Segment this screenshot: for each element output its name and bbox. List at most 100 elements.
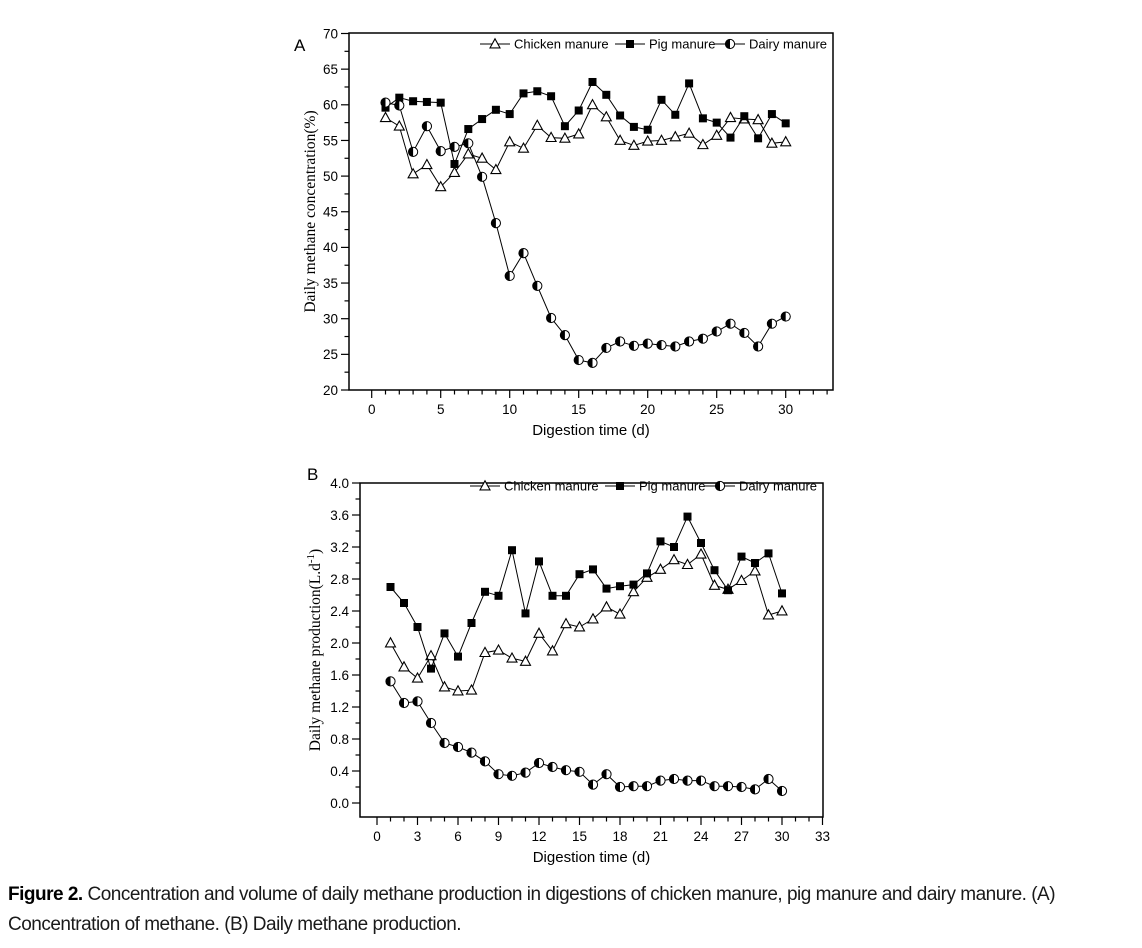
legend-item: Chicken manure bbox=[480, 37, 609, 52]
x-axis-title: Digestion time (d) bbox=[532, 422, 650, 439]
half-circle-fill bbox=[588, 780, 593, 790]
figure-caption: Figure 2. Concentration and volume of da… bbox=[8, 880, 1134, 940]
square-marker bbox=[588, 77, 597, 86]
triangle-marker bbox=[398, 660, 410, 672]
y-tick-label: 0.0 bbox=[330, 796, 349, 811]
square-marker bbox=[589, 565, 597, 574]
half-circle-fill bbox=[491, 218, 496, 228]
triangle-marker bbox=[531, 119, 544, 130]
triangle-marker bbox=[462, 147, 475, 159]
y-tick-label: 1.6 bbox=[330, 668, 349, 683]
square-marker bbox=[778, 589, 786, 598]
triangle-marker bbox=[735, 574, 748, 586]
square-marker bbox=[494, 591, 503, 600]
half-circle-fill bbox=[507, 771, 512, 781]
half-circle-fill bbox=[546, 313, 552, 323]
y-tick-label: 2.0 bbox=[330, 636, 349, 651]
triangle-marker bbox=[479, 479, 491, 491]
series-chicken-manure bbox=[379, 98, 792, 192]
x-tick-label: 12 bbox=[531, 829, 546, 844]
triangle-marker bbox=[379, 111, 392, 123]
triangle-marker bbox=[627, 139, 640, 150]
triangle-marker bbox=[614, 607, 626, 619]
panel-label: A bbox=[294, 36, 306, 55]
half-circle-fill bbox=[723, 781, 728, 791]
half-circle-fill bbox=[439, 738, 445, 748]
chart-a-methane-concentration: 0 5 10 15 20 25 30 20 25 30 35 40 45 50 55 60 65 70 Digest… bbox=[294, 26, 834, 439]
half-circle-fill bbox=[643, 339, 648, 349]
half-circle-fill bbox=[669, 774, 674, 784]
y-tick-label: 4.0 bbox=[330, 476, 349, 491]
square-marker bbox=[626, 40, 634, 48]
series-line bbox=[390, 681, 783, 792]
half-circle-fill bbox=[736, 782, 742, 792]
x-tick-label: 30 bbox=[774, 829, 789, 844]
half-circle-fill bbox=[781, 311, 786, 322]
triangle-marker bbox=[506, 651, 518, 663]
chart-b-methane-production: 0 3 6 9 12 15 18 21 24 27 30 33 0.0 0.4 0.8 1.2 1.6 2.0 2.… bbox=[305, 465, 830, 866]
legend-item: Chicken manure bbox=[470, 479, 599, 494]
triangle-marker bbox=[489, 163, 502, 175]
series-line bbox=[385, 103, 786, 188]
y-tick-label: 2.4 bbox=[330, 604, 349, 619]
square-marker bbox=[754, 134, 763, 143]
triangle-marker bbox=[572, 127, 585, 139]
square-marker bbox=[427, 664, 435, 673]
half-circle-fill bbox=[518, 248, 524, 258]
x-tick-label: 20 bbox=[640, 402, 655, 417]
half-circle-fill bbox=[712, 326, 717, 337]
caption-text: Concentration and volume of daily methan… bbox=[8, 884, 1056, 935]
half-circle-fill bbox=[739, 328, 745, 338]
square-marker bbox=[436, 98, 445, 107]
triangle-marker bbox=[708, 579, 721, 590]
triangle-marker bbox=[425, 649, 437, 661]
square-marker bbox=[575, 570, 584, 579]
triangle-marker bbox=[384, 636, 397, 648]
square-marker bbox=[767, 110, 776, 119]
half-circle-fill bbox=[408, 147, 414, 157]
caption-label: Figure 2. bbox=[8, 884, 83, 905]
legend-label: Chicken manure bbox=[514, 37, 609, 52]
x-tick-label: 27 bbox=[734, 829, 749, 844]
x-tick-label: 0 bbox=[368, 402, 376, 417]
triangle-marker bbox=[669, 130, 682, 142]
square-marker bbox=[574, 106, 583, 115]
triangle-marker bbox=[600, 600, 613, 612]
y-tick-label: 0.4 bbox=[330, 764, 349, 779]
half-circle-fill bbox=[725, 319, 731, 329]
half-circle-fill bbox=[709, 781, 715, 791]
x-tick-label: 15 bbox=[571, 402, 586, 417]
half-circle-fill bbox=[385, 676, 391, 686]
y-tick-label: 30 bbox=[323, 312, 338, 327]
square-marker bbox=[710, 566, 719, 575]
x-tick-label: 25 bbox=[709, 402, 724, 417]
half-circle-fill bbox=[655, 776, 661, 786]
square-marker bbox=[737, 552, 746, 561]
square-marker bbox=[629, 580, 638, 589]
half-circle-fill bbox=[534, 758, 539, 768]
square-marker bbox=[724, 586, 732, 595]
half-circle-fill bbox=[477, 172, 483, 182]
half-circle-fill bbox=[763, 774, 769, 784]
x-tick-label: 9 bbox=[495, 829, 503, 844]
y-tick-label: 70 bbox=[323, 26, 338, 41]
triangle-marker bbox=[492, 643, 505, 655]
half-circle-fill bbox=[399, 698, 404, 708]
plot-frame bbox=[359, 482, 824, 818]
half-circle-fill bbox=[520, 768, 526, 778]
square-marker bbox=[508, 546, 516, 555]
square-marker bbox=[712, 118, 721, 127]
half-circle-fill bbox=[587, 358, 593, 368]
half-circle-fill bbox=[574, 767, 580, 777]
triangle-marker bbox=[434, 180, 447, 192]
legend-item: Dairy manure bbox=[705, 479, 817, 494]
y-tick-label: 3.2 bbox=[330, 540, 349, 555]
square-marker bbox=[683, 512, 692, 521]
triangle-marker bbox=[762, 608, 775, 620]
square-marker bbox=[519, 89, 528, 98]
triangle-marker bbox=[668, 553, 680, 565]
square-marker bbox=[751, 559, 759, 567]
triangle-marker bbox=[545, 131, 558, 143]
y-tick-label: 65 bbox=[323, 62, 338, 77]
triangle-marker bbox=[600, 110, 613, 122]
